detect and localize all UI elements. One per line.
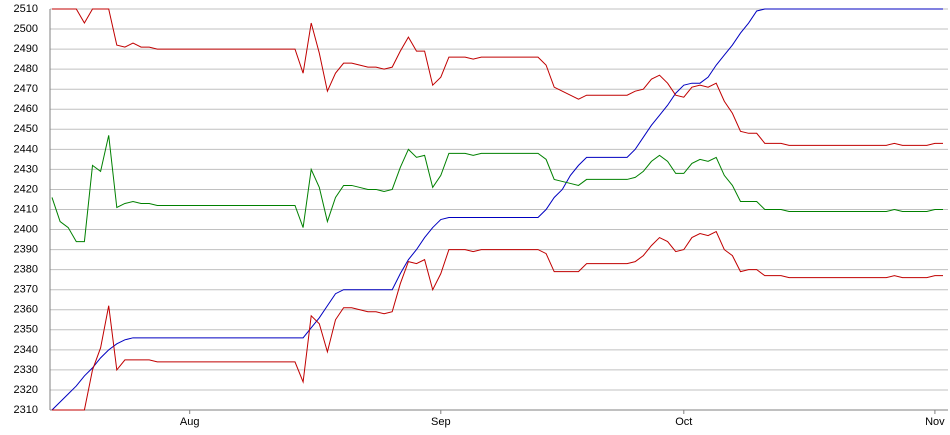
- y-tick-label: 2430: [14, 163, 38, 175]
- y-tick-label: 2320: [14, 384, 38, 396]
- y-tick-label: 2410: [14, 203, 38, 215]
- y-tick-label: 2390: [14, 244, 38, 256]
- y-tick-label: 2510: [14, 3, 38, 15]
- series-line: [51, 135, 943, 243]
- y-tick-label: 2480: [14, 63, 38, 75]
- y-tick-label: 2500: [14, 23, 38, 35]
- y-tick-label: 2380: [14, 264, 38, 276]
- y-tick-label: 2440: [14, 143, 38, 155]
- y-tick-label: 2420: [14, 183, 38, 195]
- y-tick-label: 2340: [14, 344, 38, 356]
- series-line: [52, 8, 943, 146]
- y-tick-label: 2310: [14, 404, 38, 416]
- y-tick-label: 2460: [14, 103, 38, 115]
- y-tick-label: 2360: [14, 304, 38, 316]
- y-tick-label: 2330: [14, 364, 38, 376]
- series-line: [51, 8, 943, 411]
- y-tick-label: 2400: [14, 223, 38, 235]
- x-tick-label: Nov: [925, 416, 945, 428]
- y-tick-label: 2490: [14, 43, 38, 55]
- x-tick-label: Oct: [675, 416, 692, 428]
- x-tick-label: Sep: [431, 416, 451, 428]
- x-tick-label: Aug: [180, 416, 200, 428]
- y-tick-label: 2450: [14, 123, 38, 135]
- y-tick-label: 2350: [14, 324, 38, 336]
- y-tick-label: 2370: [14, 284, 38, 296]
- y-tick-label: 2470: [14, 83, 38, 95]
- series-line: [52, 230, 943, 411]
